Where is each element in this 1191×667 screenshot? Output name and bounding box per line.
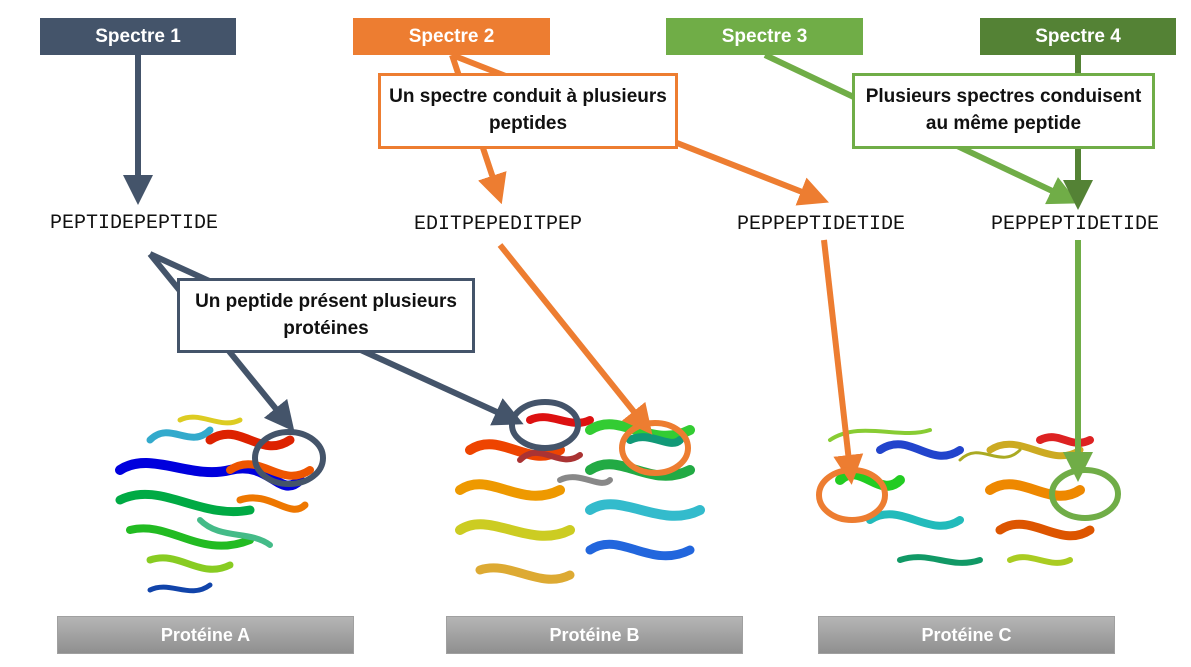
highlight-circle-protein-b-dark [509, 399, 581, 451]
spectre-1-box: Spectre 1 [40, 18, 236, 55]
peptide-1-sequence: PEPTIDEPEPTIDE [50, 212, 219, 235]
spectre-2-box: Spectre 2 [353, 18, 550, 55]
highlight-circle-protein-b-orange [619, 420, 691, 476]
callout-one-spectrum-many-peptides: Un spectre conduit à plusieurs peptides [378, 73, 678, 149]
protein-a-structure [115, 414, 314, 594]
spectre-4-box: Spectre 4 [980, 18, 1176, 55]
protein-c-label: Protéine C [818, 616, 1115, 654]
arrow-peptide3-to-protein-c [821, 239, 864, 485]
highlight-circle-protein-c-green [1049, 467, 1121, 521]
callout-many-spectra-same-peptide: Plusieurs spectres conduisent au même pe… [852, 73, 1155, 149]
arrow-peptide2-to-protein-b [497, 243, 653, 435]
highlight-circle-protein-a [252, 429, 326, 487]
callout-one-peptide-many-proteins: Un peptide présent plusieurs protéines [177, 278, 475, 353]
protein-b-label: Protéine B [446, 616, 743, 654]
peptide-3-sequence: PEPPEPTIDETIDE [737, 213, 906, 236]
peptide-2-sequence: EDITPEPEDITPEP [414, 213, 583, 236]
protein-a-label: Protéine A [57, 616, 354, 654]
highlight-circle-protein-c-orange [816, 467, 888, 523]
protein-b-structure [455, 413, 705, 584]
peptide-4-sequence: PEPPEPTIDETIDE [991, 213, 1160, 236]
spectre-3-box: Spectre 3 [666, 18, 863, 55]
